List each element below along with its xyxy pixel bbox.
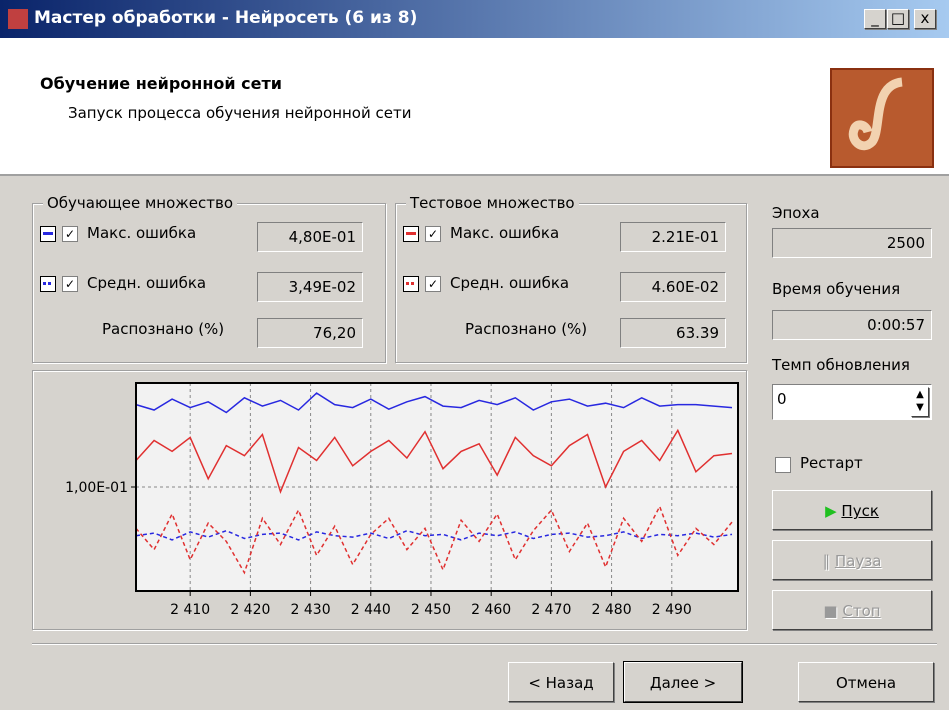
row-label: Макс. ошибка [450, 224, 560, 242]
pause-label: Пауза [834, 552, 882, 570]
header: Обучение нейронной сети Запуск процесса … [0, 38, 949, 176]
rate-input[interactable]: 0 ▲ ▼ [772, 384, 932, 420]
time-field: 0:00:57 [772, 310, 932, 340]
series-line [135, 428, 733, 495]
row-value: 2.21E-01 [620, 222, 726, 252]
row-label: Макс. ошибка [87, 224, 197, 242]
maximize-button[interactable]: □ [887, 9, 909, 29]
x-tick-label: 2 420 [230, 602, 270, 618]
back-button[interactable]: < Назад [508, 662, 614, 702]
train-group: Обучающее множество [32, 194, 386, 363]
y-tick-label: 1,00E-01 [65, 480, 128, 496]
epoch-field: 2500 [772, 228, 932, 258]
checkbox[interactable]: ✓ [62, 226, 78, 242]
series-icon [40, 226, 56, 242]
series-line [135, 392, 733, 414]
header-subtitle: Запуск процесса обучения нейронной сети [68, 104, 412, 122]
minimize-button[interactable]: _ [864, 9, 886, 29]
row-value: 4,80E-01 [257, 222, 363, 252]
row-value: 4.60E-02 [620, 272, 726, 302]
series-line [135, 529, 733, 541]
app-icon [8, 9, 28, 29]
series-icon [403, 276, 419, 292]
window-title: Мастер обработки - Нейросеть (6 из 8) [34, 8, 418, 28]
group-title: Обучающее множество [43, 194, 238, 212]
stop-label: Стоп [842, 602, 881, 620]
close-button[interactable]: x [914, 9, 936, 29]
rate-value: 0 [777, 390, 787, 408]
row-label: Средн. ошибка [87, 274, 207, 292]
x-tick-label: 2 460 [471, 602, 511, 618]
row-value: 76,20 [257, 318, 363, 348]
logo [830, 68, 934, 168]
time-label: Время обучения [772, 280, 901, 298]
checkbox[interactable]: ✓ [62, 276, 78, 292]
stop-button: ■ Стоп [772, 590, 932, 630]
row-label: Средн. ошибка [450, 274, 570, 292]
restart-label: Рестарт [800, 454, 863, 472]
start-label: Пуск [841, 502, 879, 520]
cancel-button[interactable]: Отмена [798, 662, 934, 702]
x-tick-label: 2 430 [291, 602, 331, 618]
header-title: Обучение нейронной сети [40, 74, 282, 93]
next-button[interactable]: Далее > [623, 661, 743, 703]
series-icon [403, 226, 419, 242]
start-button[interactable]: ▶ Пуск [772, 490, 932, 530]
epoch-label: Эпоха [772, 204, 820, 222]
x-tick-label: 2 470 [531, 602, 571, 618]
rate-label: Темп обновления [772, 356, 910, 374]
x-tick-label: 2 450 [411, 602, 451, 618]
row-label: Распознано (%) [102, 320, 225, 338]
pause-button: ‖ Пауза [772, 540, 932, 580]
series-icon [40, 276, 56, 292]
logo-pipe [848, 77, 904, 151]
x-tick-label: 2 480 [592, 602, 632, 618]
spin-button[interactable]: ▲ ▼ [911, 387, 929, 417]
separator [32, 643, 937, 645]
checkbox[interactable]: ✓ [425, 276, 441, 292]
chart-panel: 2 410 2 420 2 430 2 440 2 450 2 460 2 470 2 480… [32, 370, 747, 630]
restart-checkbox[interactable] [775, 457, 791, 473]
title-bar: Мастер обработки - Нейросеть (6 из 8) _ … [0, 0, 949, 38]
chart: 2 410 2 420 2 430 2 440 2 450 2 460 2 470 2 480… [65, 382, 739, 618]
test-group: Тестовое множество [395, 194, 747, 363]
series-line [135, 504, 733, 575]
row-value: 63.39 [620, 318, 726, 348]
group-title: Тестовое множество [406, 194, 579, 212]
x-tick-label: 2 410 [170, 602, 210, 618]
plot-frame [135, 382, 739, 592]
x-tick-label: 2 440 [351, 602, 391, 618]
row-value: 3,49E-02 [257, 272, 363, 302]
checkbox[interactable]: ✓ [425, 226, 441, 242]
x-tick-label: 2 490 [652, 602, 692, 618]
row-label: Распознано (%) [465, 320, 588, 338]
